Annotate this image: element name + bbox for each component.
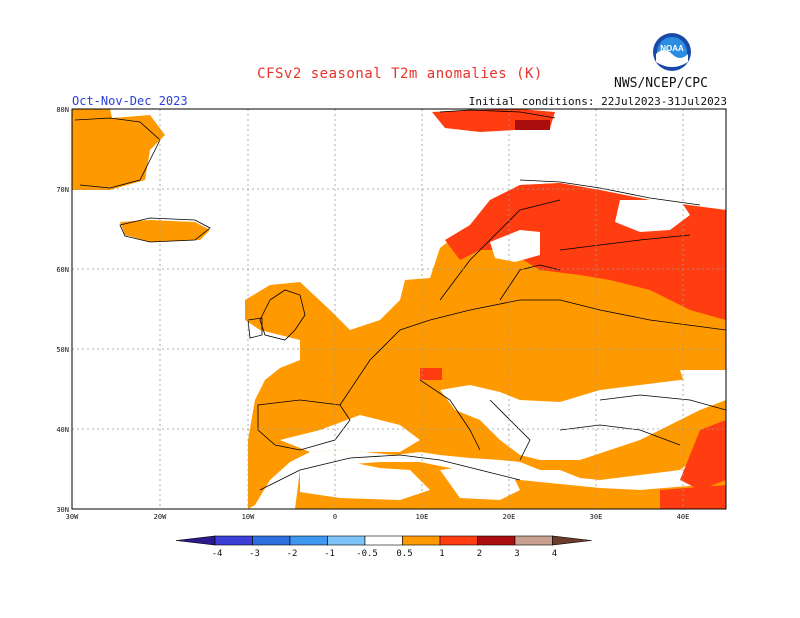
- latitude-label: 50N: [56, 346, 69, 354]
- agency-label: NWS/NCEP/CPC: [614, 76, 708, 91]
- coastlines: [74, 109, 726, 491]
- season-label: Oct-Nov-Dec 2023: [72, 94, 188, 108]
- colorbar-swatch: [289, 535, 328, 546]
- colorbar-tick-label: 3: [514, 549, 519, 559]
- longitude-label: 30W: [66, 513, 79, 521]
- colorbar-swatch: [439, 535, 478, 546]
- longitude-label: 30E: [590, 513, 603, 521]
- colorbar-swatch: [327, 535, 366, 546]
- anomaly-shading: [72, 109, 726, 509]
- longitude-label: 10E: [416, 513, 429, 521]
- latitude-label: 60N: [56, 266, 69, 274]
- colorbar-swatch: [477, 535, 516, 546]
- colorbar-swatch: [214, 535, 253, 546]
- colorbar-tick-label: 0.5: [396, 549, 412, 559]
- colorbar: -4 -3 -2 -1 -0.5 0.5 1 2 3 4: [175, 535, 592, 559]
- latitude-labels: 80N 70N 60N 50N 40N 30N: [56, 106, 69, 514]
- latitude-label: 30N: [56, 506, 69, 514]
- colorbar-swatch: [514, 535, 553, 546]
- longitude-label: 0: [333, 513, 337, 521]
- colorbar-arrow-left: [175, 535, 216, 546]
- svg-text:NOAA: NOAA: [660, 44, 684, 53]
- colorbar-tick-label: -3: [249, 549, 260, 559]
- chart-title: CFSv2 seasonal T2m anomalies (K): [257, 66, 543, 82]
- colorbar-swatch: [402, 535, 441, 546]
- longitude-label: 10W: [242, 513, 255, 521]
- longitude-label: 20W: [154, 513, 167, 521]
- colorbar-tick-label: 4: [552, 549, 557, 559]
- initial-conditions-label: Initial conditions: 22Jul2023-31Jul2023: [468, 95, 727, 108]
- colorbar-tick-label: 1: [439, 549, 444, 559]
- colorbar-swatch: [364, 535, 403, 546]
- colorbar-arrow-right: [552, 535, 592, 546]
- colorbar-tick-label: -0.5: [356, 549, 378, 559]
- colorbar-tick-label: -1: [324, 549, 335, 559]
- grid-lines: [72, 109, 726, 509]
- map-frame: [71, 108, 727, 510]
- colorbar-tick-label: -2: [287, 549, 298, 559]
- longitude-label: 40E: [677, 513, 690, 521]
- longitude-labels: 30W 20W 10W 0 10E 20E 30E 40E: [66, 513, 690, 521]
- latitude-label: 80N: [56, 106, 69, 114]
- colorbar-tick-label: -4: [212, 549, 223, 559]
- colorbar-tick-label: 2: [477, 549, 482, 559]
- noaa-logo-icon: NOAA: [652, 32, 692, 72]
- longitude-label: 20E: [503, 513, 516, 521]
- latitude-label: 40N: [56, 426, 69, 434]
- latitude-label: 70N: [56, 186, 69, 194]
- colorbar-swatch: [252, 535, 291, 546]
